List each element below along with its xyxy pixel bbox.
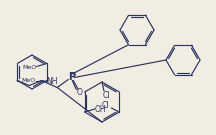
Text: OH: OH: [95, 104, 106, 114]
Text: MeO: MeO: [23, 65, 37, 70]
Text: P: P: [68, 72, 75, 82]
Text: Cl: Cl: [102, 102, 109, 111]
Text: Cl: Cl: [102, 92, 110, 100]
Text: MeO: MeO: [22, 78, 36, 83]
Text: NH: NH: [46, 77, 58, 86]
Text: O: O: [76, 88, 82, 97]
